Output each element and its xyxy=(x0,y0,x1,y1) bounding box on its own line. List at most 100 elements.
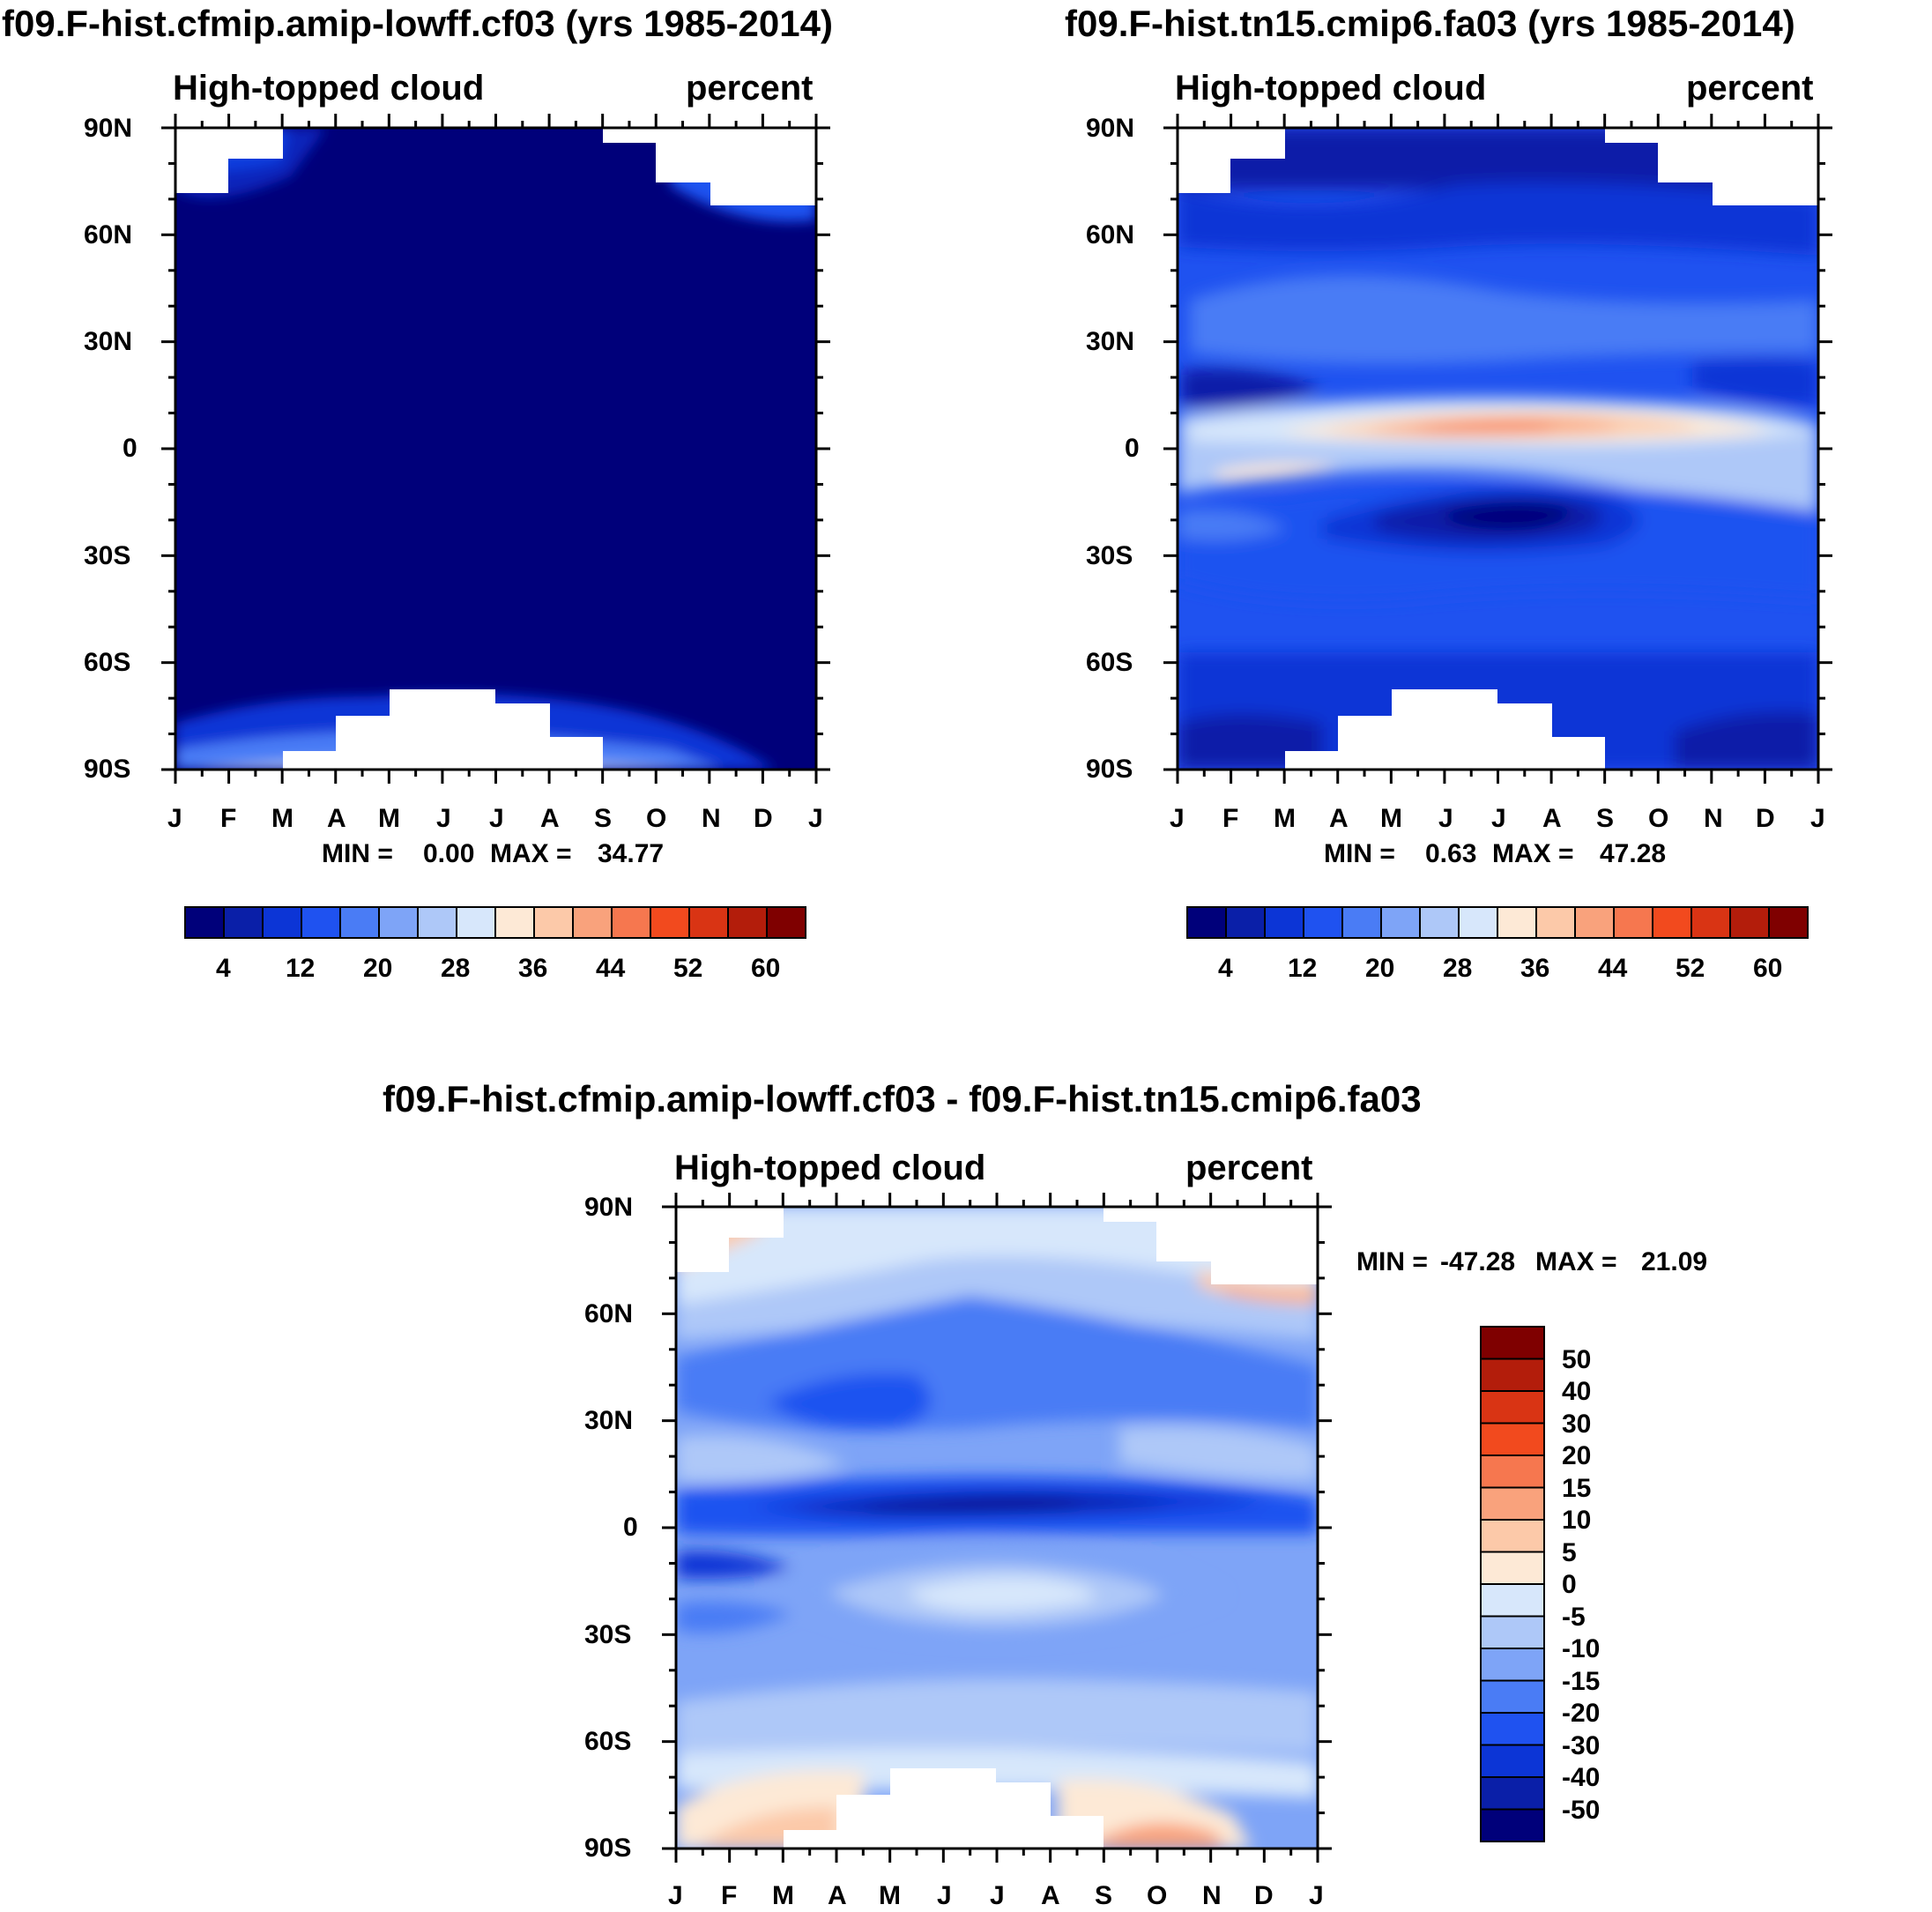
panel3-ytick: 90N xyxy=(584,1193,634,1222)
panel2-subtropics-north xyxy=(1252,289,1442,346)
panel2-subtropics-north-min-2 xyxy=(1692,357,1818,405)
colorbar-swatch xyxy=(1480,1808,1545,1842)
panel1-masked-region xyxy=(175,128,816,770)
colorbar-label: 4 xyxy=(1218,954,1233,983)
panel2-tropics-peach xyxy=(1216,464,1340,481)
panel3-north-polar-positive-2 xyxy=(1199,1269,1318,1305)
colorbar-label: 15 xyxy=(1562,1473,1592,1503)
colorbar-swatch xyxy=(1225,906,1266,939)
colorbar-swatch xyxy=(1341,906,1382,939)
panel3-xtick: D xyxy=(1254,1881,1274,1910)
panel2-ytick: 90N xyxy=(1086,114,1135,143)
colorbar-label: 52 xyxy=(673,954,703,983)
panel3-ytick: 60S xyxy=(584,1727,632,1756)
panel2-field-background xyxy=(1178,128,1818,770)
panel3-xtick: O xyxy=(1147,1881,1168,1910)
colorbar-label: 5 xyxy=(1562,1537,1577,1567)
panel3-xtick: J xyxy=(937,1881,952,1910)
colorbar-label: 20 xyxy=(1562,1441,1592,1470)
panel3-max-value: 21.09 xyxy=(1641,1247,1708,1276)
panel2-tropical-max xyxy=(1278,409,1772,443)
colorbar-swatch xyxy=(1458,906,1498,939)
colorbar-swatch xyxy=(1480,1486,1545,1521)
colorbar-swatch xyxy=(727,906,768,939)
panel3-field-background xyxy=(676,1207,1318,1849)
panel3-ytick: 30S xyxy=(584,1620,632,1649)
panel1-ytick: 60S xyxy=(84,648,131,677)
panel3-antarctic-positive xyxy=(676,1770,864,1849)
panel1-ytick: 30S xyxy=(84,541,131,570)
panel3-ytick: 60N xyxy=(584,1299,634,1328)
panel2-xtick: M xyxy=(1274,804,1296,833)
panel3-southern-subtropics xyxy=(767,1541,1225,1640)
panel3-variable-label: High-topped cloud xyxy=(674,1149,986,1187)
panel2-tropical-max-3 xyxy=(1366,418,1622,434)
panel2-axis-ticks xyxy=(1163,114,1832,784)
panel3-ytick: 0 xyxy=(623,1513,638,1542)
colorbar-label: 20 xyxy=(363,954,393,983)
colorbar-swatch xyxy=(1480,1551,1545,1585)
colorbar-label: 28 xyxy=(441,954,471,983)
panel1-xtick: J xyxy=(489,804,504,833)
panel3-mid-north-band xyxy=(676,1296,1318,1431)
panel3-xtick: J xyxy=(990,1881,1005,1910)
panel2-max-value: 47.28 xyxy=(1600,839,1667,868)
colorbar-swatch xyxy=(456,906,496,939)
panel1-xtick: S xyxy=(594,804,613,833)
panel2-ytick: 60N xyxy=(1086,220,1135,249)
panel2-xtick: F xyxy=(1222,804,1239,833)
colorbar-swatch xyxy=(1729,906,1770,939)
colorbar-swatch xyxy=(1480,1326,1545,1360)
colorbar-swatch xyxy=(378,906,419,939)
panel2-ytick: 30S xyxy=(1086,541,1133,570)
panel1-xtick: D xyxy=(754,804,773,833)
panel2-ytick: 30N xyxy=(1086,327,1135,356)
panel1-axis-ticks xyxy=(161,114,830,784)
panel2-antarctic-band-3 xyxy=(1675,711,1818,770)
panel3-southern-subtropics-2 xyxy=(829,1564,1163,1626)
colorbar-swatch xyxy=(572,906,613,939)
panel2-arctic-band xyxy=(1178,128,1818,190)
colorbar-label: 28 xyxy=(1443,954,1473,983)
panel2-xtick: M xyxy=(1380,804,1402,833)
panel1-south-edge-contour-2 xyxy=(175,732,723,770)
panel1-units-label: percent xyxy=(686,69,814,108)
panel1-min-value: 0.00 xyxy=(423,839,475,868)
panel2-subtropics-north-min xyxy=(1181,368,1322,408)
panel1-xtick: O xyxy=(646,804,667,833)
colorbar-swatch xyxy=(1652,906,1692,939)
colorbar-label: 44 xyxy=(596,954,626,983)
colorbar-swatch xyxy=(184,906,225,939)
panel3-xtick: A xyxy=(1041,1881,1060,1910)
panel1-ytick: 0 xyxy=(123,434,137,463)
panel2-tropics-light-2 xyxy=(1190,403,1816,446)
colorbar-swatch xyxy=(533,906,574,939)
panel3-tropics-negative-3 xyxy=(793,1494,1172,1514)
panel2-variable-label: High-topped cloud xyxy=(1175,69,1487,108)
colorbar-swatch xyxy=(1186,906,1227,939)
panel2-min-value: 0.63 xyxy=(1425,839,1477,868)
colorbar-swatch xyxy=(1480,1519,1545,1553)
panel3-units-label: percent xyxy=(1185,1149,1313,1187)
panel1-variable-label: High-topped cloud xyxy=(173,69,485,108)
colorbar-swatch xyxy=(1303,906,1343,939)
colorbar-swatch xyxy=(417,906,457,939)
colorbar-label: 12 xyxy=(1288,954,1318,983)
panel3-xtick: J xyxy=(1309,1881,1324,1910)
panel1-field-background xyxy=(175,128,816,770)
panel1-xtick: F xyxy=(220,804,237,833)
colorbar-swatch xyxy=(1480,1615,1545,1649)
colorbar-label: 60 xyxy=(1753,954,1783,983)
colorbar-label: -30 xyxy=(1562,1730,1601,1760)
panel2-min-label: MIN = xyxy=(1324,839,1395,868)
colorbar-swatch xyxy=(766,906,806,939)
panel1-max-label: MAX = xyxy=(490,839,572,868)
panel3-antarctic-positive-3 xyxy=(1058,1779,1252,1849)
colorbar-label: -5 xyxy=(1562,1602,1586,1632)
colorbar-swatch xyxy=(1380,906,1421,939)
colorbar-swatch xyxy=(1480,1776,1545,1811)
colorbar-swatch xyxy=(1497,906,1537,939)
panel3-xtick: N xyxy=(1202,1881,1222,1910)
panel3-ytick: 90S xyxy=(584,1834,632,1863)
panel2-title: f09.F-hist.tn15.cmip6.fa03 (yrs 1985-201… xyxy=(1065,3,1795,44)
